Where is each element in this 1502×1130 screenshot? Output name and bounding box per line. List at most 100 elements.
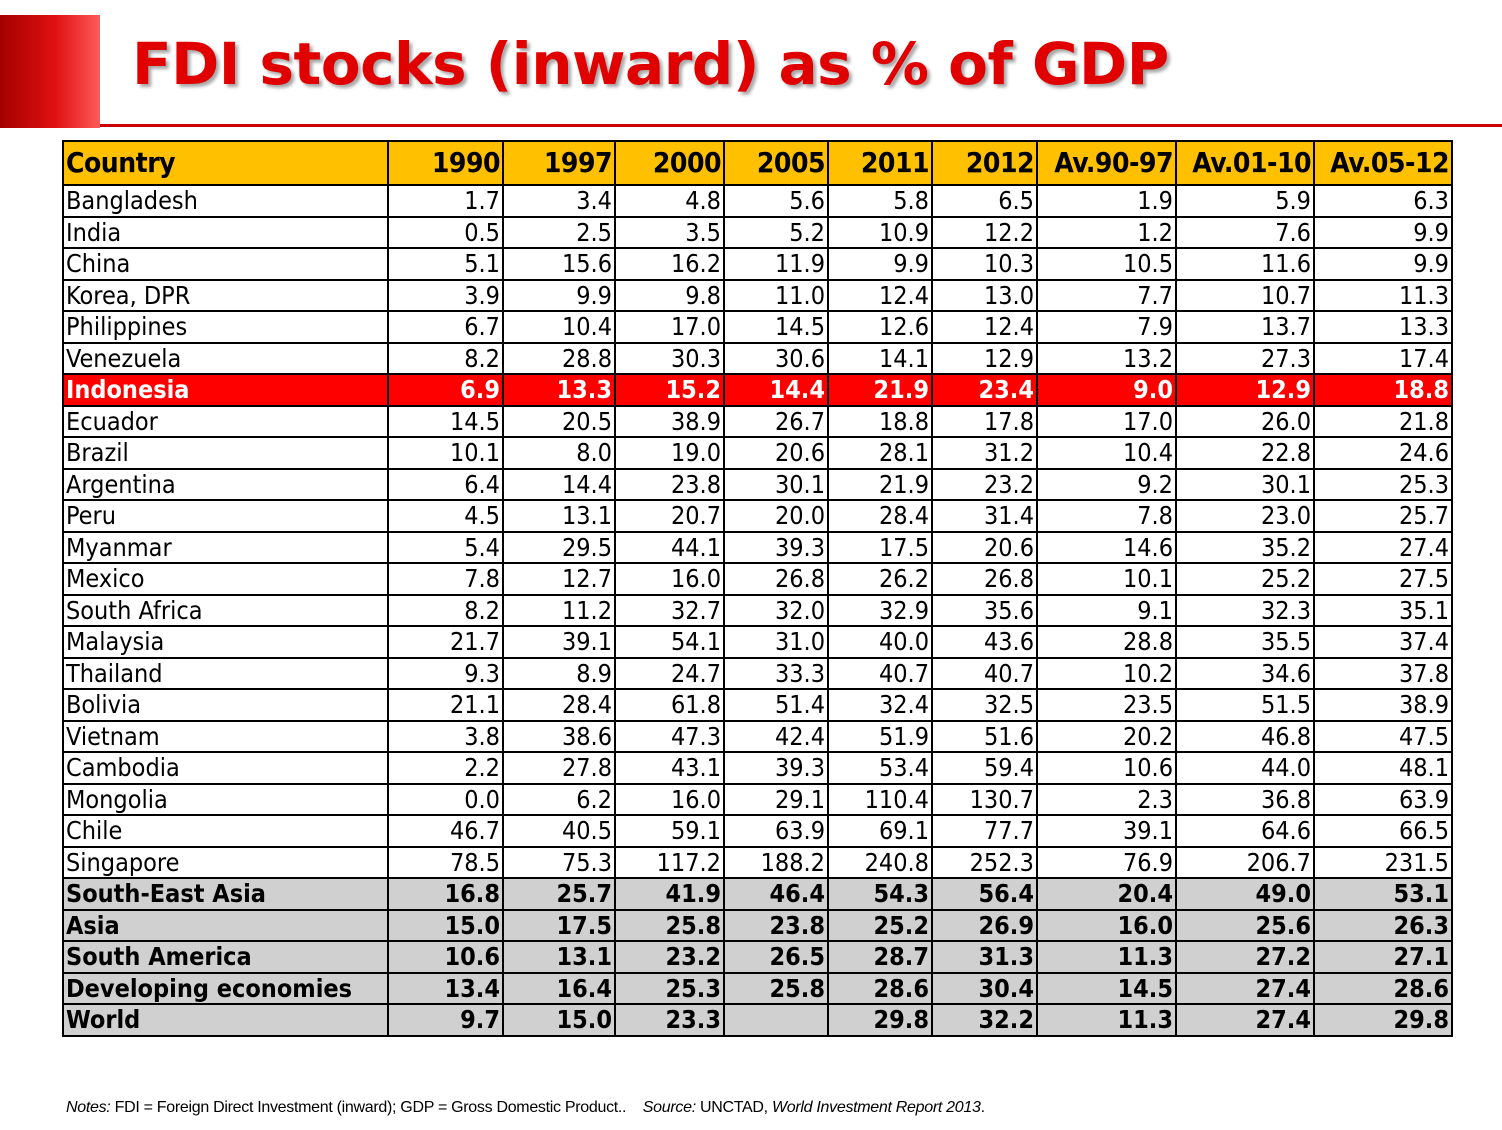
value-cell: 10.2 bbox=[1036, 656, 1177, 690]
value-cell: 32.3 bbox=[1175, 593, 1315, 627]
value-cell: 14.5 bbox=[1036, 971, 1177, 1005]
value-cell: 17.5 bbox=[827, 530, 933, 564]
value-cell: 10.1 bbox=[1036, 562, 1177, 596]
value-cell: 38.9 bbox=[614, 404, 725, 438]
country-cell: Singapore bbox=[62, 845, 389, 879]
value-cell: 206.7 bbox=[1175, 845, 1315, 879]
table-row-aggregate: Developing economies 13.4 16.4 25.3 25.8 28.6… bbox=[62, 971, 1453, 1005]
country-cell: Chile bbox=[62, 814, 389, 848]
value-cell: 51.6 bbox=[931, 719, 1038, 753]
value-cell: 10.4 bbox=[1036, 436, 1177, 470]
value-cell: 66.5 bbox=[1313, 814, 1453, 848]
value-cell: 1.2 bbox=[1036, 215, 1177, 249]
value-cell: 32.5 bbox=[931, 688, 1038, 722]
value-cell: 9.8 bbox=[614, 278, 725, 312]
value-cell: 110.4 bbox=[827, 782, 933, 816]
country-cell: Developing economies bbox=[62, 971, 389, 1005]
value-cell: 23.0 bbox=[1175, 499, 1315, 533]
value-cell: 29.1 bbox=[723, 782, 829, 816]
value-cell: 2.5 bbox=[502, 215, 616, 249]
value-cell: 32.2 bbox=[931, 1003, 1038, 1037]
country-cell: South-East Asia bbox=[62, 877, 389, 911]
value-cell: 5.2 bbox=[723, 215, 829, 249]
value-cell: 46.7 bbox=[387, 814, 504, 848]
table-row: Bangladesh 1.7 3.4 4.8 5.6 5.8 6.5 1.9 5.9 6.3 bbox=[62, 184, 1453, 218]
value-cell: 39.1 bbox=[502, 625, 616, 659]
value-cell: 53.1 bbox=[1313, 877, 1453, 911]
value-cell: 26.7 bbox=[723, 404, 829, 438]
table-row: South Africa 8.2 11.2 32.7 32.0 32.9 35.6 9.1 32… bbox=[62, 593, 1453, 627]
fdi-table: Country 1990 1997 2000 2005 2011 2012 Av.90-97 A… bbox=[62, 140, 1453, 1037]
value-cell: 3.8 bbox=[387, 719, 504, 753]
column-header: 1997 bbox=[502, 140, 616, 186]
value-cell: 2.2 bbox=[387, 751, 504, 785]
source-label: Source: bbox=[642, 1099, 696, 1116]
country-cell: World bbox=[62, 1003, 389, 1037]
value-cell: 26.3 bbox=[1313, 908, 1453, 942]
country-cell: Mongolia bbox=[62, 782, 389, 816]
value-cell: 25.2 bbox=[1175, 562, 1315, 596]
table-row: Mongolia 0.0 6.2 16.0 29.1 110.4 130.7 2.3 36.8 6… bbox=[62, 782, 1453, 816]
value-cell: 8.0 bbox=[502, 436, 616, 470]
value-cell: 9.9 bbox=[1313, 247, 1453, 281]
value-cell: 7.8 bbox=[1036, 499, 1177, 533]
value-cell: 35.5 bbox=[1175, 625, 1315, 659]
value-cell: 12.9 bbox=[1175, 373, 1315, 407]
value-cell: 10.9 bbox=[827, 215, 933, 249]
value-cell: 63.9 bbox=[723, 814, 829, 848]
value-cell: 1.7 bbox=[387, 184, 504, 218]
value-cell: 21.9 bbox=[827, 373, 933, 407]
value-cell: 20.5 bbox=[502, 404, 616, 438]
value-cell: 12.4 bbox=[931, 310, 1038, 344]
value-cell: 37.8 bbox=[1313, 656, 1453, 690]
country-cell: Malaysia bbox=[62, 625, 389, 659]
country-cell: Mexico bbox=[62, 562, 389, 596]
value-cell: 4.5 bbox=[387, 499, 504, 533]
value-cell: 11.6 bbox=[1175, 247, 1315, 281]
value-cell: 23.8 bbox=[723, 908, 829, 942]
column-header: 2012 bbox=[931, 140, 1038, 186]
country-cell: Venezuela bbox=[62, 341, 389, 375]
value-cell: 38.6 bbox=[502, 719, 616, 753]
table-body: Bangladesh 1.7 3.4 4.8 5.6 5.8 6.5 1.9 5.9 6.3 Ind… bbox=[62, 184, 1453, 1037]
value-cell: 32.0 bbox=[723, 593, 829, 627]
value-cell: 240.8 bbox=[827, 845, 933, 879]
value-cell: 25.2 bbox=[827, 908, 933, 942]
country-cell: China bbox=[62, 247, 389, 281]
value-cell: 37.4 bbox=[1313, 625, 1453, 659]
country-cell: Ecuador bbox=[62, 404, 389, 438]
value-cell: 61.8 bbox=[614, 688, 725, 722]
table-row: Brazil 10.1 8.0 19.0 20.6 28.1 31.2 10.4 22.8 24.… bbox=[62, 436, 1453, 470]
value-cell: 27.1 bbox=[1313, 940, 1453, 974]
country-cell: Bolivia bbox=[62, 688, 389, 722]
value-cell: 56.4 bbox=[931, 877, 1038, 911]
value-cell: 49.0 bbox=[1175, 877, 1315, 911]
value-cell: 15.0 bbox=[387, 908, 504, 942]
source-title: World Investment Report 2013 bbox=[771, 1099, 981, 1116]
column-header: Av.05-12 bbox=[1313, 140, 1453, 186]
value-cell: 0.5 bbox=[387, 215, 504, 249]
value-cell: 14.6 bbox=[1036, 530, 1177, 564]
value-cell: 27.4 bbox=[1175, 1003, 1315, 1037]
value-cell: 5.6 bbox=[723, 184, 829, 218]
value-cell: 6.9 bbox=[387, 373, 504, 407]
value-cell: 14.4 bbox=[502, 467, 616, 501]
value-cell: 7.6 bbox=[1175, 215, 1315, 249]
value-cell: 51.4 bbox=[723, 688, 829, 722]
value-cell: 13.1 bbox=[502, 499, 616, 533]
table-row: Cambodia 2.2 27.8 43.1 39.3 53.4 59.4 10.6 44.0 4… bbox=[62, 751, 1453, 785]
source-text: UNCTAD, bbox=[695, 1099, 772, 1116]
value-cell: 26.5 bbox=[723, 940, 829, 974]
value-cell: 9.9 bbox=[502, 278, 616, 312]
value-cell: 30.1 bbox=[1175, 467, 1315, 501]
value-cell: 14.1 bbox=[827, 341, 933, 375]
value-cell: 8.9 bbox=[502, 656, 616, 690]
table-row: Chile 46.7 40.5 59.1 63.9 69.1 77.7 39.1 64.6 66.… bbox=[62, 814, 1453, 848]
value-cell: 16.8 bbox=[387, 877, 504, 911]
value-cell: 44.0 bbox=[1175, 751, 1315, 785]
value-cell: 8.2 bbox=[387, 593, 504, 627]
value-cell: 21.8 bbox=[1313, 404, 1453, 438]
value-cell: 12.4 bbox=[827, 278, 933, 312]
value-cell: 5.1 bbox=[387, 247, 504, 281]
table-row: Ecuador 14.5 20.5 38.9 26.7 18.8 17.8 17.0 26.0 2… bbox=[62, 404, 1453, 438]
